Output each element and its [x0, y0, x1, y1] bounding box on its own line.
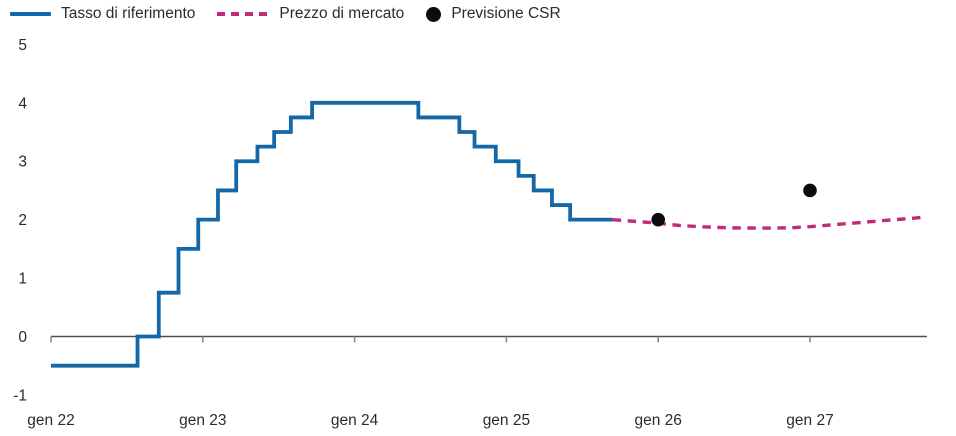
- x-axis-tick-label: gen 26: [634, 412, 681, 429]
- x-axis-tick-label: gen 24: [331, 412, 379, 429]
- x-axis-tick-label: gen 22: [27, 412, 74, 429]
- legend-item-previsione-csr: Previsione CSR: [426, 5, 561, 23]
- reference-rate-line: [51, 100, 613, 368]
- solid-line-swatch-icon: [10, 12, 51, 16]
- x-axis-tick-label: gen 27: [786, 412, 833, 429]
- dot-swatch-icon: [426, 6, 442, 22]
- csr-forecast-dot: [651, 212, 665, 227]
- y-axis-tick-label: 2: [18, 212, 27, 229]
- chart-legend: Tasso di riferimento Prezzo di mercato P…: [10, 5, 561, 23]
- x-axis-tick-label: gen 23: [179, 412, 226, 429]
- y-axis-tick-label: 3: [18, 154, 27, 171]
- y-axis-tick-label: 1: [18, 271, 27, 288]
- csr-forecast-dot: [803, 183, 817, 198]
- y-axis-tick-label: 0: [18, 329, 27, 346]
- y-axis-tick-label: 4: [18, 95, 27, 112]
- legend-label-tasso-di-riferimento: Tasso di riferimento: [61, 5, 196, 22]
- x-axis-tick-label: gen 25: [483, 412, 530, 429]
- legend-item-tasso-di-riferimento: Tasso di riferimento: [10, 5, 195, 23]
- legend-item-prezzo-di-mercato: Prezzo di mercato: [217, 5, 404, 23]
- y-axis-tick-label: 5: [18, 37, 27, 54]
- market-price-line: [612, 215, 928, 230]
- legend-label-previsione-csr: Previsione CSR: [451, 5, 561, 22]
- dashed-line-swatch-icon: [217, 12, 270, 16]
- legend-label-prezzo-di-mercato: Prezzo di mercato: [279, 5, 405, 22]
- y-axis-tick-label: -1: [13, 387, 27, 404]
